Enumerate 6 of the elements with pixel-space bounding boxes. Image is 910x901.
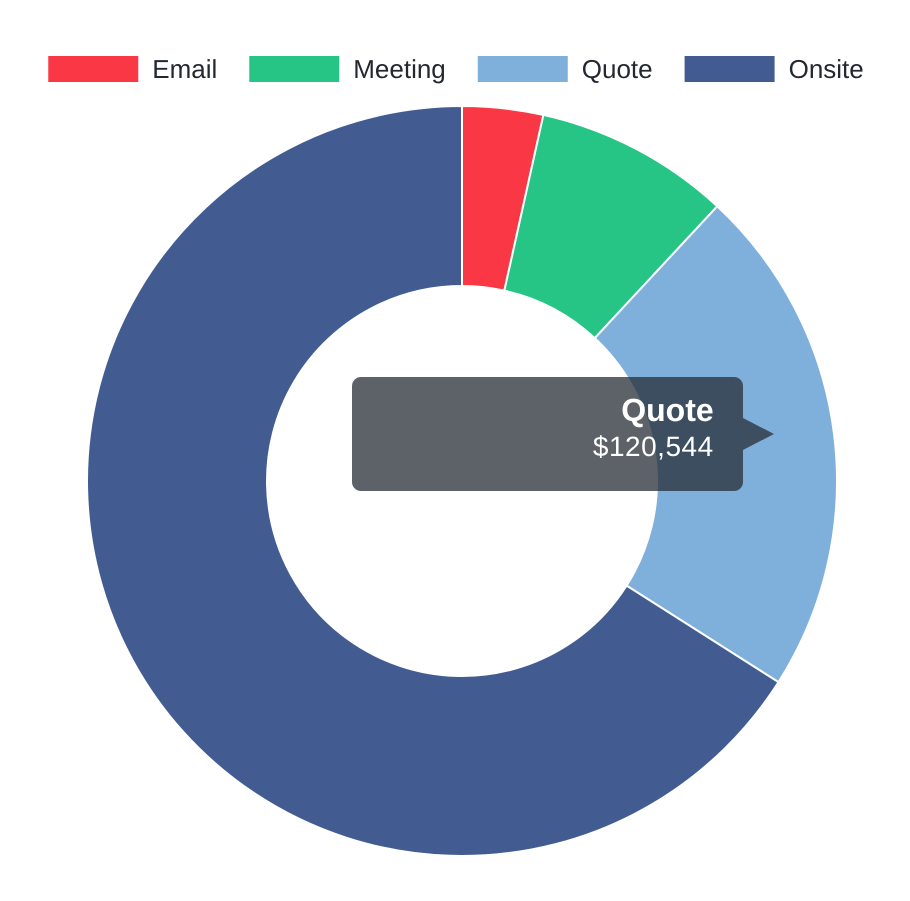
legend-label: Email: [152, 54, 218, 84]
slice-label: Quote: [621, 390, 714, 429]
legend-label: Meeting: [353, 54, 446, 84]
data-label: $120,544: [592, 430, 714, 464]
legend-label: Onsite: [788, 54, 864, 84]
legend-label: Quote: [582, 54, 653, 84]
